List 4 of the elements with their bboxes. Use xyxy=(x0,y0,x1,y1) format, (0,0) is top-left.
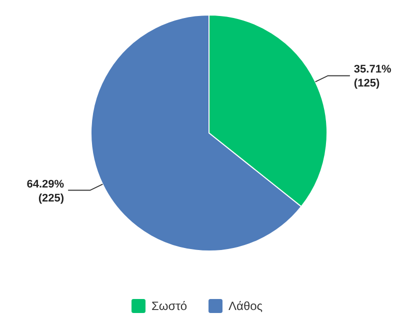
data-label: 35.71% (125) xyxy=(354,64,392,90)
data-label: 64.29% (225) xyxy=(26,178,64,204)
legend-label: Λάθος xyxy=(228,299,263,313)
legend-label: Σωστό xyxy=(152,299,188,313)
